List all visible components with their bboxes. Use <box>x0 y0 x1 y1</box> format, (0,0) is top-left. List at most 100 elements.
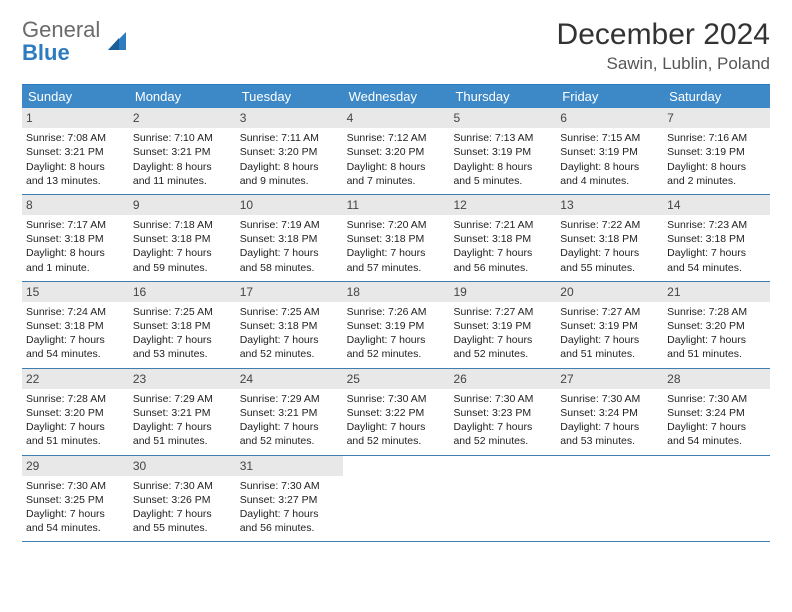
day-number: 14 <box>663 195 770 215</box>
day-number: 20 <box>556 282 663 302</box>
day-sunrise: Sunrise: 7:19 AM <box>240 218 339 232</box>
day-daylight: Daylight: 7 hours and 55 minutes. <box>133 507 232 535</box>
day-number: 1 <box>22 108 129 128</box>
day-sunrise: Sunrise: 7:25 AM <box>240 305 339 319</box>
day-daylight: Daylight: 8 hours and 7 minutes. <box>347 160 446 188</box>
weekday-header: Wednesday <box>343 85 450 108</box>
day-sunrise: Sunrise: 7:21 AM <box>453 218 552 232</box>
calendar-day: 28Sunrise: 7:30 AMSunset: 3:24 PMDayligh… <box>663 369 770 455</box>
day-sunset: Sunset: 3:20 PM <box>240 145 339 159</box>
day-daylight: Daylight: 7 hours and 54 minutes. <box>26 333 125 361</box>
day-number: 12 <box>449 195 556 215</box>
day-daylight: Daylight: 7 hours and 52 minutes. <box>347 333 446 361</box>
calendar-day: 19Sunrise: 7:27 AMSunset: 3:19 PMDayligh… <box>449 282 556 368</box>
day-sunset: Sunset: 3:21 PM <box>26 145 125 159</box>
day-sunrise: Sunrise: 7:17 AM <box>26 218 125 232</box>
calendar-day: 6Sunrise: 7:15 AMSunset: 3:19 PMDaylight… <box>556 108 663 194</box>
calendar-day: 3Sunrise: 7:11 AMSunset: 3:20 PMDaylight… <box>236 108 343 194</box>
day-number: 24 <box>236 369 343 389</box>
day-sunrise: Sunrise: 7:28 AM <box>667 305 766 319</box>
day-sunset: Sunset: 3:18 PM <box>26 232 125 246</box>
day-sunset: Sunset: 3:19 PM <box>560 319 659 333</box>
day-sunset: Sunset: 3:18 PM <box>560 232 659 246</box>
day-daylight: Daylight: 7 hours and 51 minutes. <box>667 333 766 361</box>
weekday-header: Saturday <box>663 85 770 108</box>
calendar-day: 8Sunrise: 7:17 AMSunset: 3:18 PMDaylight… <box>22 195 129 281</box>
day-sunset: Sunset: 3:26 PM <box>133 493 232 507</box>
day-number: 15 <box>22 282 129 302</box>
brand-logo: General Blue <box>22 18 130 64</box>
day-daylight: Daylight: 7 hours and 52 minutes. <box>240 420 339 448</box>
day-number: 17 <box>236 282 343 302</box>
day-sunrise: Sunrise: 7:18 AM <box>133 218 232 232</box>
day-number: 16 <box>129 282 236 302</box>
day-sunrise: Sunrise: 7:27 AM <box>453 305 552 319</box>
day-number: 21 <box>663 282 770 302</box>
day-daylight: Daylight: 7 hours and 54 minutes. <box>667 246 766 274</box>
day-number: 31 <box>236 456 343 476</box>
calendar-day: 13Sunrise: 7:22 AMSunset: 3:18 PMDayligh… <box>556 195 663 281</box>
calendar-day: 5Sunrise: 7:13 AMSunset: 3:19 PMDaylight… <box>449 108 556 194</box>
day-sunset: Sunset: 3:27 PM <box>240 493 339 507</box>
day-sunset: Sunset: 3:18 PM <box>240 232 339 246</box>
calendar-day-empty <box>343 456 450 542</box>
day-sunset: Sunset: 3:18 PM <box>240 319 339 333</box>
day-sunrise: Sunrise: 7:30 AM <box>240 479 339 493</box>
day-daylight: Daylight: 7 hours and 56 minutes. <box>240 507 339 535</box>
day-daylight: Daylight: 7 hours and 53 minutes. <box>133 333 232 361</box>
day-number: 19 <box>449 282 556 302</box>
calendar-day: 9Sunrise: 7:18 AMSunset: 3:18 PMDaylight… <box>129 195 236 281</box>
day-number: 23 <box>129 369 236 389</box>
day-number: 28 <box>663 369 770 389</box>
day-number: 2 <box>129 108 236 128</box>
day-sunset: Sunset: 3:18 PM <box>133 319 232 333</box>
calendar-week: 1Sunrise: 7:08 AMSunset: 3:21 PMDaylight… <box>22 108 770 195</box>
day-daylight: Daylight: 7 hours and 56 minutes. <box>453 246 552 274</box>
calendar-day: 24Sunrise: 7:29 AMSunset: 3:21 PMDayligh… <box>236 369 343 455</box>
day-sunrise: Sunrise: 7:11 AM <box>240 131 339 145</box>
calendar-day: 14Sunrise: 7:23 AMSunset: 3:18 PMDayligh… <box>663 195 770 281</box>
day-number: 29 <box>22 456 129 476</box>
calendar-day: 31 Sunrise: 7:30 AMSunset: 3:27 PMDayligh… <box>236 456 343 542</box>
day-daylight: Daylight: 8 hours and 11 minutes. <box>133 160 232 188</box>
page-subtitle: Sawin, Lublin, Poland <box>557 54 770 74</box>
calendar-day: 15Sunrise: 7:24 AMSunset: 3:18 PMDayligh… <box>22 282 129 368</box>
day-number: 27 <box>556 369 663 389</box>
weekday-header-row: Sunday Monday Tuesday Wednesday Thursday… <box>22 85 770 108</box>
weekday-header: Friday <box>556 85 663 108</box>
day-sunset: Sunset: 3:23 PM <box>453 406 552 420</box>
calendar: Sunday Monday Tuesday Wednesday Thursday… <box>22 84 770 542</box>
day-daylight: Daylight: 7 hours and 51 minutes. <box>560 333 659 361</box>
day-sunrise: Sunrise: 7:25 AM <box>133 305 232 319</box>
calendar-week: 8Sunrise: 7:17 AMSunset: 3:18 PMDaylight… <box>22 195 770 282</box>
day-sunrise: Sunrise: 7:30 AM <box>347 392 446 406</box>
weekday-header: Monday <box>129 85 236 108</box>
day-number: 18 <box>343 282 450 302</box>
weekday-header: Tuesday <box>236 85 343 108</box>
day-sunrise: Sunrise: 7:29 AM <box>133 392 232 406</box>
day-sunrise: Sunrise: 7:26 AM <box>347 305 446 319</box>
day-number: 5 <box>449 108 556 128</box>
day-sunset: Sunset: 3:18 PM <box>133 232 232 246</box>
day-number: 4 <box>343 108 450 128</box>
day-sunrise: Sunrise: 7:15 AM <box>560 131 659 145</box>
calendar-day: 17Sunrise: 7:25 AMSunset: 3:18 PMDayligh… <box>236 282 343 368</box>
brand-word2: Blue <box>22 40 70 65</box>
weekday-header: Sunday <box>22 85 129 108</box>
calendar-day: 18Sunrise: 7:26 AMSunset: 3:19 PMDayligh… <box>343 282 450 368</box>
calendar-day: 20Sunrise: 7:27 AMSunset: 3:19 PMDayligh… <box>556 282 663 368</box>
day-number: 10 <box>236 195 343 215</box>
day-sunrise: Sunrise: 7:30 AM <box>453 392 552 406</box>
calendar-day: 29Sunrise: 7:30 AMSunset: 3:25 PMDayligh… <box>22 456 129 542</box>
calendar-day: 12Sunrise: 7:21 AMSunset: 3:18 PMDayligh… <box>449 195 556 281</box>
day-number: 30 <box>129 456 236 476</box>
day-sunrise: Sunrise: 7:30 AM <box>133 479 232 493</box>
day-sunrise: Sunrise: 7:30 AM <box>667 392 766 406</box>
day-sunset: Sunset: 3:19 PM <box>667 145 766 159</box>
calendar-day: 23Sunrise: 7:29 AMSunset: 3:21 PMDayligh… <box>129 369 236 455</box>
day-daylight: Daylight: 8 hours and 1 minute. <box>26 246 125 274</box>
day-number: 26 <box>449 369 556 389</box>
calendar-week: 29Sunrise: 7:30 AMSunset: 3:25 PMDayligh… <box>22 456 770 543</box>
calendar-week: 15Sunrise: 7:24 AMSunset: 3:18 PMDayligh… <box>22 282 770 369</box>
brand-word1: General <box>22 17 100 42</box>
